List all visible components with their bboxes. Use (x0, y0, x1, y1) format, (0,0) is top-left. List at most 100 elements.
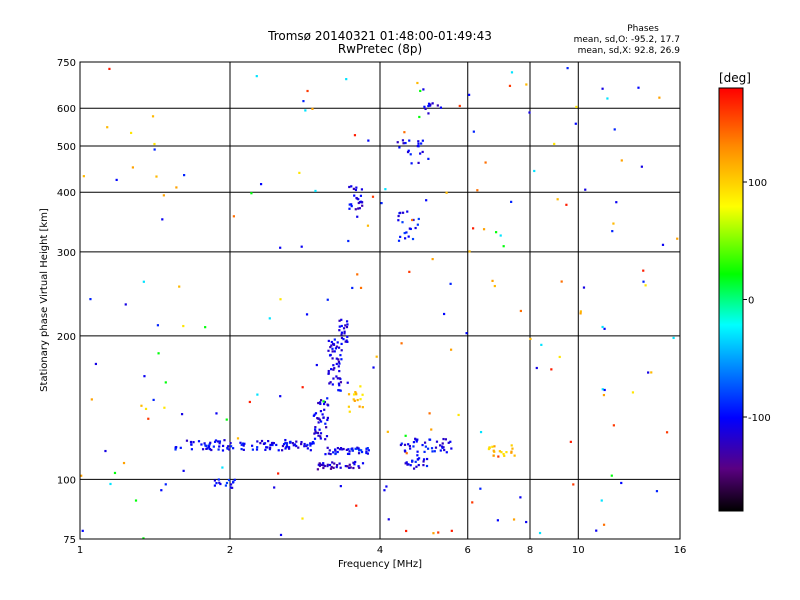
data-point (385, 485, 388, 488)
data-point (430, 447, 434, 450)
data-point (352, 398, 355, 401)
data-point (82, 175, 85, 178)
data-point (322, 464, 325, 467)
data-point (412, 441, 416, 444)
data-point (450, 529, 453, 532)
data-point (340, 358, 343, 361)
data-point (429, 104, 432, 107)
data-point (403, 131, 406, 134)
data-point (512, 518, 516, 521)
data-point (183, 174, 186, 177)
data-point (354, 392, 358, 395)
data-point (419, 152, 422, 155)
data-point (348, 207, 351, 210)
data-point (353, 463, 356, 466)
data-point (340, 331, 344, 334)
data-point (358, 449, 361, 452)
data-point (334, 347, 338, 350)
data-point (144, 407, 148, 411)
data-point (511, 447, 514, 450)
data-point (336, 377, 339, 380)
data-point (426, 447, 430, 450)
data-point (365, 451, 368, 455)
data-point (268, 317, 271, 320)
data-point (411, 459, 414, 463)
data-point (333, 367, 336, 370)
data-point (417, 457, 421, 460)
data-point (353, 194, 356, 197)
data-point (287, 446, 291, 449)
data-point (292, 444, 295, 447)
data-point (399, 211, 402, 214)
data-point (416, 144, 419, 148)
data-point (661, 243, 665, 246)
data-point (603, 388, 606, 392)
data-point (241, 442, 245, 445)
data-point (361, 406, 364, 409)
data-point (328, 354, 332, 357)
data-point (340, 342, 343, 346)
data-point (108, 67, 111, 71)
data-point (160, 489, 163, 492)
data-point (606, 97, 609, 100)
phases-line-o: mean, sd,O: -95.2, 17.7 (574, 35, 680, 45)
data-point (338, 462, 341, 465)
data-point (271, 441, 274, 445)
data-point (644, 284, 647, 287)
data-point (217, 478, 220, 481)
data-point (360, 450, 364, 454)
chart-title: Tromsø 20140321 01:48:00-01:49:43 (267, 29, 492, 43)
data-point (467, 93, 471, 96)
data-point (338, 384, 341, 387)
data-point (80, 474, 83, 477)
data-point (409, 464, 412, 467)
data-point (302, 100, 305, 103)
data-point (284, 447, 287, 450)
data-point (326, 464, 329, 468)
data-point (269, 446, 272, 449)
data-point (432, 532, 435, 535)
data-point (476, 189, 479, 192)
data-point (318, 418, 322, 421)
data-point (317, 463, 320, 466)
data-point (243, 442, 246, 445)
data-point (129, 131, 133, 135)
data-point (142, 280, 145, 283)
data-point (540, 343, 543, 346)
data-point (408, 139, 411, 142)
data-point (383, 489, 386, 492)
data-point (221, 449, 225, 452)
data-point (322, 466, 325, 470)
data-point (267, 439, 270, 443)
data-point (350, 205, 353, 208)
data-point (445, 451, 448, 454)
data-point (134, 499, 138, 502)
data-point (502, 245, 505, 248)
data-point (189, 440, 193, 444)
data-point (227, 478, 231, 482)
data-point (354, 391, 357, 394)
data-point (494, 231, 498, 234)
data-point (405, 529, 408, 533)
data-point (399, 443, 403, 447)
data-point (402, 142, 405, 145)
data-point (218, 481, 221, 484)
data-point (637, 86, 640, 89)
data-point (357, 201, 360, 205)
data-point (600, 499, 603, 502)
chart-subtitle: RwPretec (8p) (338, 42, 422, 56)
data-point (572, 483, 575, 486)
data-point (339, 354, 342, 357)
data-point (519, 496, 522, 499)
data-point (331, 342, 335, 345)
data-point (650, 371, 653, 374)
data-point (345, 78, 348, 81)
data-point (314, 412, 318, 415)
data-point (358, 405, 361, 408)
data-point (400, 442, 403, 445)
data-point (345, 320, 349, 323)
data-point (525, 520, 528, 524)
data-point (356, 446, 359, 449)
data-point (424, 445, 427, 448)
data-point (411, 218, 414, 222)
